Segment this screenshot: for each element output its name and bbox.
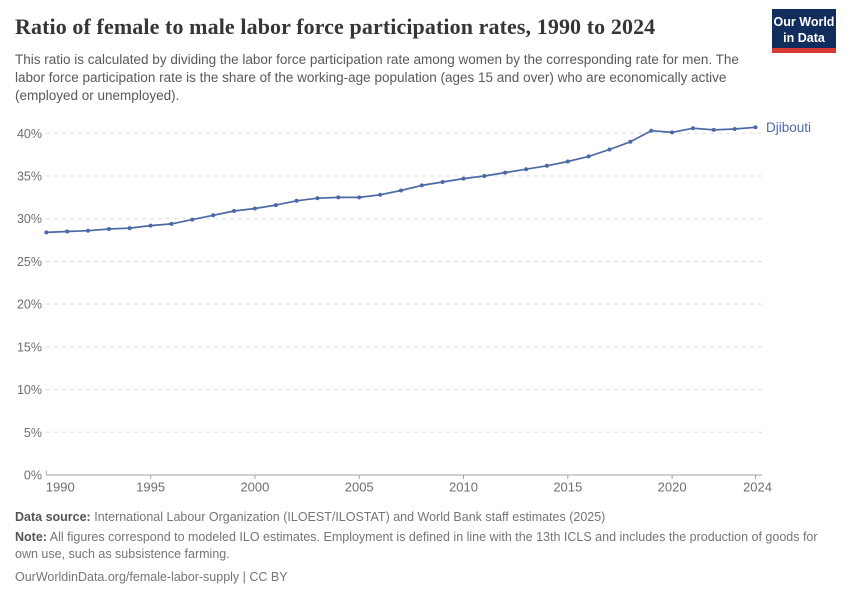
data-point-2000[interactable] (252, 206, 257, 211)
x-tick-label-2000: 2000 (240, 480, 269, 495)
data-point-2018[interactable] (628, 139, 633, 144)
data-point-2010[interactable] (461, 176, 466, 181)
data-point-2003[interactable] (315, 196, 320, 201)
data-point-1994[interactable] (127, 226, 132, 231)
y-tick-label-25: 25% (17, 255, 42, 269)
note-label: Note: (15, 530, 47, 544)
y-tick-label-20: 20% (17, 298, 42, 312)
owid-logo-line1: Our World (773, 15, 835, 29)
y-tick-label-0: 0% (24, 469, 42, 483)
data-point-1991[interactable] (65, 229, 70, 234)
data-point-2022[interactable] (711, 127, 716, 132)
data-source-label: Data source: (15, 510, 91, 524)
x-tick-label-1995: 1995 (136, 480, 165, 495)
data-point-2021[interactable] (691, 126, 695, 131)
data-point-2015[interactable] (565, 159, 570, 164)
data-point-2008[interactable] (419, 183, 424, 188)
data-point-2016[interactable] (586, 154, 591, 159)
data-point-1990[interactable] (44, 230, 49, 235)
data-point-2006[interactable] (378, 192, 383, 197)
note-text: All figures correspond to modeled ILO es… (15, 530, 818, 561)
y-tick-label-30: 30% (17, 212, 42, 226)
data-point-2011[interactable] (482, 174, 487, 178)
series-line-djibouti[interactable] (45, 126, 757, 234)
data-point-1997[interactable] (190, 217, 195, 222)
data-point-1995[interactable] (148, 223, 153, 228)
chart-subtitle: This ratio is calculated by dividing the… (15, 52, 739, 103)
data-point-1999[interactable] (232, 209, 236, 213)
data-point-2020[interactable] (670, 130, 675, 135)
data-point-2024[interactable] (753, 125, 758, 130)
data-point-2012[interactable] (503, 170, 508, 175)
y-tick-label-40: 40% (17, 127, 42, 141)
data-point-2005[interactable] (357, 195, 362, 200)
x-tick-label-2015: 2015 (553, 480, 582, 495)
data-point-1996[interactable] (169, 221, 174, 226)
data-point-2009[interactable] (440, 180, 445, 184)
data-source-text: International Labour Organization (ILOES… (94, 510, 606, 524)
data-point-2004[interactable] (336, 195, 341, 200)
citation-line: OurWorldinData.org/female-labor-supply |… (15, 569, 820, 586)
data-point-2019[interactable] (649, 128, 654, 133)
y-tick-label-15: 15% (17, 340, 42, 354)
series-end-label[interactable]: Djibouti (766, 120, 811, 135)
owid-url: OurWorldinData.org/female-labor-supply (15, 570, 240, 584)
y-tick-label-35: 35% (17, 170, 42, 184)
data-point-2013[interactable] (524, 167, 529, 172)
y-tick-label-5: 5% (24, 426, 42, 440)
data-source-line: Data source: International Labour Organi… (15, 509, 820, 526)
x-tick-label-2005: 2005 (345, 480, 374, 495)
owid-logo: Our World in Data (772, 9, 836, 53)
owid-logo-line2: in Data (783, 30, 825, 45)
citation-separator: | (242, 570, 246, 584)
data-point-1993[interactable] (106, 227, 111, 231)
x-tick-label-1990: 1990 (46, 480, 75, 495)
license-label: CC BY (249, 570, 288, 584)
data-point-2014[interactable] (544, 163, 549, 168)
data-point-2007[interactable] (398, 188, 403, 193)
x-tick-label-2024: 2024 (743, 480, 772, 495)
x-tick-label-2020: 2020 (658, 480, 687, 495)
data-point-2017[interactable] (607, 147, 612, 152)
data-point-2002[interactable] (294, 198, 299, 203)
data-point-2001[interactable] (273, 203, 278, 208)
data-point-1998[interactable] (211, 213, 216, 218)
chart-title: Ratio of female to male labor force part… (15, 14, 656, 39)
x-tick-label-2010: 2010 (449, 480, 478, 495)
note-line: Note: All figures correspond to modeled … (15, 529, 820, 563)
y-tick-label-10: 10% (17, 383, 42, 397)
data-point-2023[interactable] (732, 127, 737, 131)
chart-footer: Data source: International Labour Organi… (15, 509, 820, 589)
data-point-1992[interactable] (86, 228, 90, 233)
